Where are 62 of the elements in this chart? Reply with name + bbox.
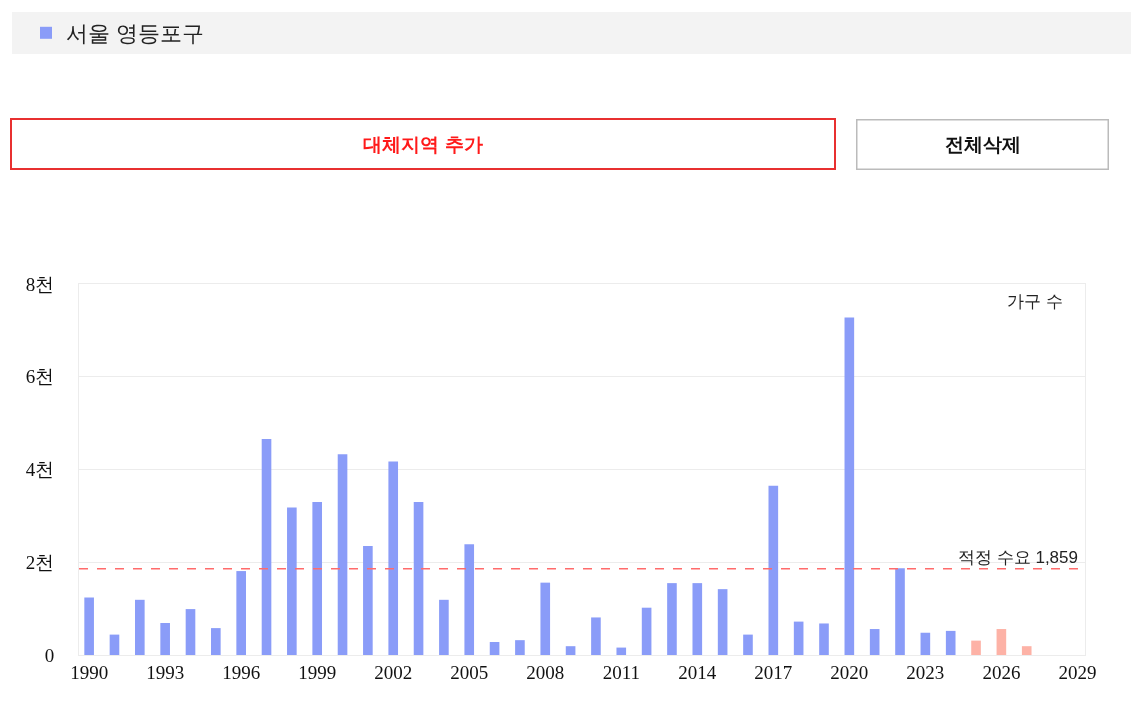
bar <box>464 544 475 655</box>
bar <box>692 583 703 655</box>
text: 전체삭제 <box>944 134 1021 155</box>
bar <box>388 461 399 655</box>
legend-label: 서울 영등포구 <box>66 21 205 47</box>
y-axis-title: 가구 수 <box>1007 292 1063 311</box>
bar <box>1021 646 1032 655</box>
bar <box>489 642 500 655</box>
bar <box>515 640 525 655</box>
bar <box>540 582 551 655</box>
bar <box>363 546 373 655</box>
bar <box>160 623 170 655</box>
bar <box>439 599 449 655</box>
x-tick-label: 1993 <box>146 661 185 683</box>
bar <box>895 568 905 655</box>
x-tick-label: 2029 <box>1058 661 1097 683</box>
x-tick-label: 2008 <box>526 661 565 683</box>
x-tick-label: 1996 <box>222 661 261 683</box>
bar <box>793 621 804 655</box>
bar <box>135 599 145 655</box>
bar <box>211 628 221 655</box>
x-tick-label: 1999 <box>298 661 337 683</box>
bar <box>287 507 297 655</box>
bar <box>996 629 1007 655</box>
x-tick-label: 2026 <box>982 661 1021 683</box>
x-tick-label: 2011 <box>602 661 640 683</box>
bar <box>743 634 753 655</box>
text: 대체지역 추가 <box>363 133 483 155</box>
bar <box>844 317 855 655</box>
y-tick-label: 0 <box>44 644 55 666</box>
x-tick-label: 1990 <box>70 661 109 683</box>
x-tick-label: 2017 <box>754 661 793 683</box>
bar <box>869 629 880 655</box>
bar <box>819 623 829 655</box>
bar <box>109 634 120 655</box>
bar <box>920 632 931 655</box>
x-tick-label: 2002 <box>374 661 413 683</box>
x-tick-label: 2023 <box>906 661 945 683</box>
bar <box>236 571 246 655</box>
bar <box>312 501 323 655</box>
bar <box>84 597 94 655</box>
x-tick-label: 2014 <box>678 661 717 683</box>
ref-line-label: 적정 수요 1,859 <box>958 548 1078 567</box>
bar <box>641 607 652 655</box>
y-tick-label: 8천 <box>25 273 55 295</box>
x-tick-label: 2005 <box>450 661 489 683</box>
y-tick-label: 4천 <box>25 459 55 481</box>
bar <box>261 438 272 655</box>
bar <box>768 485 779 655</box>
bar <box>971 640 981 655</box>
bar <box>337 454 348 655</box>
bar <box>591 617 601 655</box>
y-tick-label: 2천 <box>25 551 55 573</box>
x-tick-label: 2020 <box>830 661 869 683</box>
bar <box>667 583 677 655</box>
bar <box>413 501 424 655</box>
y-tick-label: 6천 <box>25 366 55 388</box>
bar <box>945 630 956 655</box>
bar <box>616 647 627 655</box>
bar <box>185 609 196 655</box>
bar <box>565 646 576 655</box>
bar <box>717 589 728 655</box>
